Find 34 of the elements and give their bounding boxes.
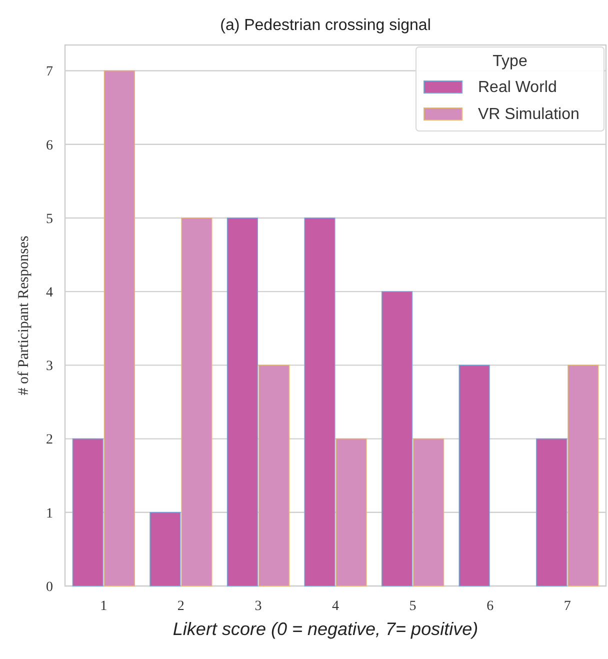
bar xyxy=(304,218,336,586)
bar xyxy=(458,364,490,586)
bar xyxy=(181,218,212,586)
bar xyxy=(536,438,568,586)
bar xyxy=(150,512,181,586)
y-axis-title: # of Participant Responses xyxy=(16,236,32,396)
legend-label: VR Simulation xyxy=(478,106,580,123)
x-axis-title: Likert score (0 = negative, 7= positive) xyxy=(172,619,478,639)
bar xyxy=(72,438,104,586)
y-tick-label: 5 xyxy=(46,212,53,227)
bar xyxy=(226,218,258,586)
legend-title: Type xyxy=(492,53,528,70)
x-tick-label: 7 xyxy=(564,599,571,614)
bar xyxy=(381,291,413,586)
x-tick-label: 2 xyxy=(177,599,184,614)
bar xyxy=(413,438,444,586)
x-tick-label: 5 xyxy=(409,599,416,614)
bar xyxy=(104,70,135,586)
x-tick-label: 3 xyxy=(254,599,262,614)
y-tick-label: 3 xyxy=(46,359,53,374)
y-tick-label: 2 xyxy=(46,432,53,448)
y-tick-label: 1 xyxy=(46,506,53,522)
bar xyxy=(336,438,367,586)
bar xyxy=(568,364,599,586)
x-tick-label: 6 xyxy=(486,599,494,614)
y-tick-label: 6 xyxy=(46,138,53,154)
y-tick-label: 0 xyxy=(46,580,53,595)
legend-label: Real World xyxy=(478,79,557,96)
x-tick-label: 4 xyxy=(332,599,339,614)
y-tick-label: 4 xyxy=(46,285,53,300)
bar xyxy=(258,364,290,586)
y-tick-label: 7 xyxy=(46,64,53,80)
x-tick-label: 1 xyxy=(100,599,108,614)
chart-title: (a) Pedestrian crossing signal xyxy=(220,17,431,34)
